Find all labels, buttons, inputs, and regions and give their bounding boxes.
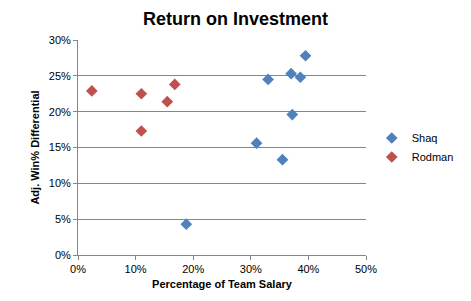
svg-text:0%: 0% <box>55 249 71 261</box>
svg-text:Shaq: Shaq <box>412 132 438 144</box>
svg-text:20%: 20% <box>182 263 204 275</box>
svg-text:Percentage of Team Salary: Percentage of Team Salary <box>152 278 293 290</box>
svg-text:0%: 0% <box>70 263 86 275</box>
svg-text:10%: 10% <box>125 263 147 275</box>
svg-text:40%: 40% <box>297 263 319 275</box>
svg-text:Return on Investment: Return on Investment <box>143 9 328 29</box>
svg-text:Adj. Win% Differential: Adj. Win% Differential <box>29 90 41 204</box>
svg-text:25%: 25% <box>49 70 71 82</box>
svg-text:10%: 10% <box>49 177 71 189</box>
svg-text:5%: 5% <box>55 213 71 225</box>
svg-text:30%: 30% <box>49 34 71 46</box>
svg-text:20%: 20% <box>49 106 71 118</box>
svg-text:30%: 30% <box>240 263 262 275</box>
svg-text:50%: 50% <box>355 263 377 275</box>
svg-text:15%: 15% <box>49 141 71 153</box>
svg-text:Rodman: Rodman <box>412 151 454 163</box>
